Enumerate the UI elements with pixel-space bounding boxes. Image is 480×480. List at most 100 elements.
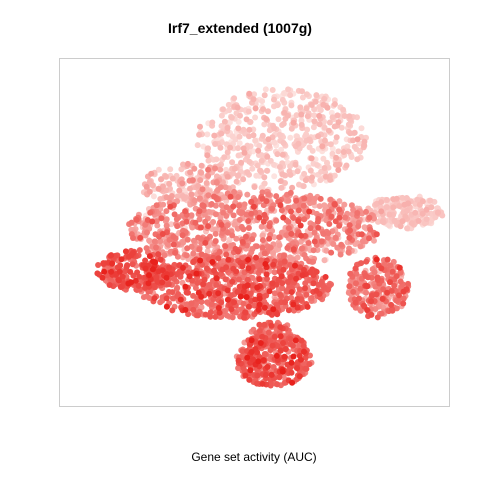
data-point	[257, 262, 264, 269]
data-point	[307, 225, 314, 232]
data-point	[354, 210, 361, 216]
data-point	[208, 301, 215, 308]
data-point	[335, 119, 342, 126]
data-point	[237, 293, 244, 300]
data-point	[212, 230, 219, 237]
data-point	[254, 284, 261, 291]
data-point	[371, 237, 377, 244]
data-point	[220, 106, 226, 113]
data-point	[236, 216, 243, 223]
data-point	[397, 278, 404, 285]
data-point	[182, 306, 189, 313]
data-point	[261, 304, 268, 311]
data-point	[243, 116, 250, 123]
data-point	[227, 207, 234, 214]
data-point	[241, 314, 247, 321]
data-point	[119, 273, 126, 280]
data-point	[124, 262, 130, 269]
data-point	[363, 208, 369, 215]
data-point	[149, 266, 156, 273]
data-point	[180, 239, 187, 246]
data-point	[244, 169, 251, 176]
data-point	[400, 295, 407, 302]
data-point	[354, 136, 361, 143]
data-point	[276, 234, 283, 241]
data-point	[223, 251, 230, 258]
data-point	[372, 306, 379, 312]
data-point	[227, 144, 234, 151]
data-point	[242, 372, 249, 379]
data-point	[246, 133, 252, 140]
data-point	[213, 275, 220, 282]
data-point	[343, 162, 350, 169]
data-point	[280, 266, 287, 273]
data-point	[290, 119, 297, 126]
data-point	[167, 166, 174, 173]
data-point	[427, 197, 434, 204]
data-point	[311, 118, 318, 125]
data-point	[149, 218, 156, 225]
data-point	[317, 195, 324, 202]
data-point	[302, 280, 309, 287]
data-point	[419, 198, 426, 205]
data-point	[315, 224, 322, 231]
data-point	[283, 288, 290, 294]
data-point	[332, 138, 339, 145]
data-point	[196, 246, 203, 253]
data-point	[271, 96, 277, 103]
data-point	[179, 193, 186, 199]
data-point	[288, 359, 295, 366]
data-point	[316, 121, 323, 128]
data-point	[211, 193, 217, 200]
data-point	[262, 371, 269, 378]
data-point	[244, 191, 251, 198]
data-point	[434, 209, 441, 216]
data-point	[246, 158, 253, 165]
data-point	[169, 289, 176, 296]
data-point	[234, 288, 241, 295]
data-point	[154, 278, 161, 285]
data-point	[198, 251, 205, 258]
data-point	[213, 281, 220, 288]
data-point	[393, 297, 400, 304]
data-point	[268, 371, 275, 378]
data-point	[250, 132, 257, 139]
data-point	[428, 204, 435, 211]
data-point	[261, 174, 268, 181]
data-point	[174, 223, 181, 230]
data-point	[295, 140, 302, 147]
data-point	[195, 312, 201, 319]
data-point	[273, 193, 280, 200]
data-point	[249, 165, 256, 172]
data-point	[292, 262, 298, 269]
data-point	[264, 167, 270, 174]
data-point	[183, 218, 190, 225]
data-point	[221, 118, 228, 125]
data-point	[173, 216, 180, 223]
data-point	[163, 295, 170, 302]
data-point	[265, 108, 271, 115]
data-point	[244, 276, 251, 283]
data-point	[189, 224, 196, 231]
data-point	[277, 324, 284, 331]
data-point	[336, 198, 343, 205]
data-point	[252, 105, 259, 112]
data-point	[211, 267, 217, 274]
data-point	[197, 123, 203, 130]
data-point	[218, 123, 225, 129]
data-point	[311, 229, 318, 236]
data-point	[247, 290, 254, 297]
data-point	[229, 314, 236, 321]
data-point	[216, 309, 223, 316]
data-point	[228, 292, 235, 299]
data-point	[225, 256, 232, 263]
data-point	[386, 211, 393, 218]
data-point	[307, 167, 314, 174]
data-point	[423, 216, 430, 223]
data-point	[151, 282, 158, 289]
data-point	[261, 211, 268, 218]
data-point	[184, 236, 191, 243]
data-point	[374, 274, 381, 281]
data-point	[335, 167, 342, 173]
